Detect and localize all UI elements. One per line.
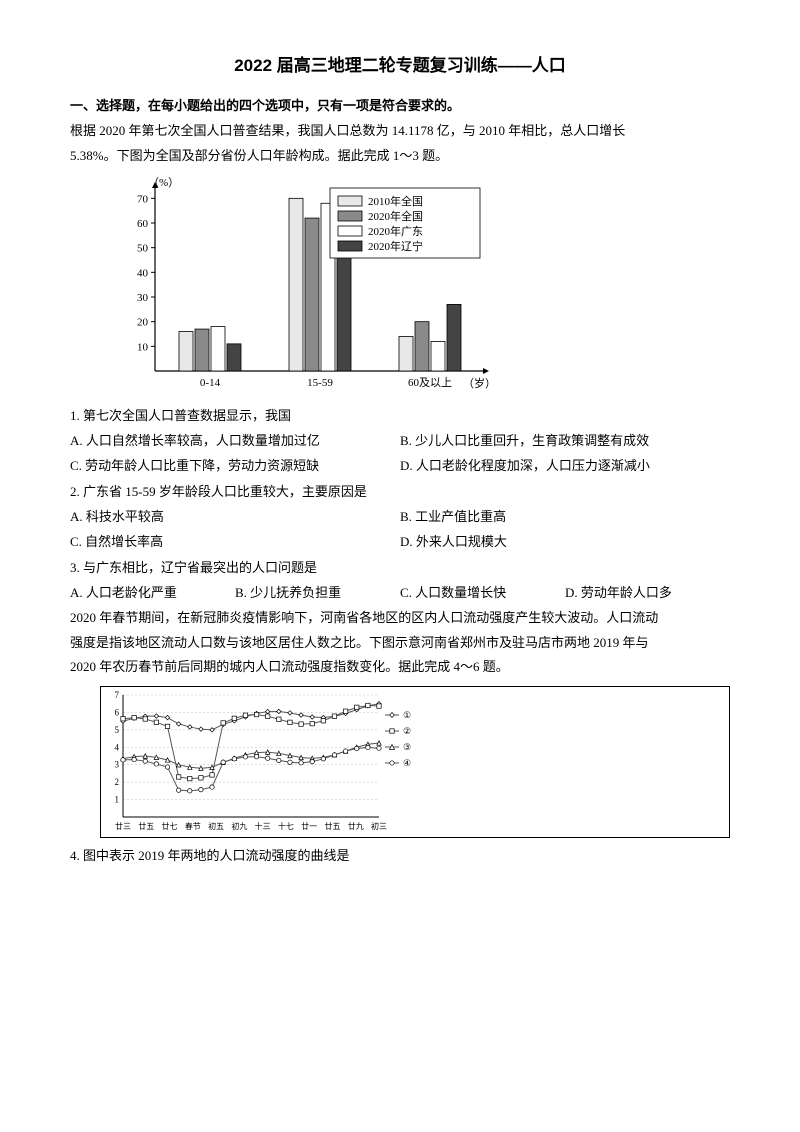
q3-opt-d: D. 劳动年龄人口多 (565, 581, 730, 606)
svg-text:初五: 初五 (208, 821, 224, 831)
svg-text:廿三: 廿三 (115, 821, 131, 831)
svg-text:20: 20 (137, 317, 149, 329)
svg-text:6: 6 (115, 707, 120, 717)
page-title: 2022 届高三地理二轮专题复习训练——人口 (70, 50, 730, 82)
q3-opt-c: C. 人口数量增长快 (400, 581, 565, 606)
svg-text:（岁）: （岁） (463, 376, 490, 390)
intro-text-1b: 5.38%。下图为全国及部分省份人口年龄构成。据此完成 1～3 题。 (70, 144, 730, 169)
svg-text:①: ① (403, 710, 411, 720)
svg-text:10: 10 (137, 342, 149, 354)
svg-text:5: 5 (115, 725, 120, 735)
svg-text:初九: 初九 (231, 821, 247, 831)
svg-text:2020年辽宁: 2020年辽宁 (368, 239, 423, 253)
q2-opt-a: A. 科技水平较高 (70, 505, 400, 530)
q3-stem: 3. 与广东相比，辽宁省最突出的人口问题是 (70, 556, 730, 581)
svg-text:30: 30 (137, 292, 149, 304)
q1-opt-b: B. 少儿人口比重回升，生育政策调整有成效 (400, 429, 730, 454)
section-heading: 一、选择题，在每小题给出的四个选项中，只有一项是符合要求的。 (70, 94, 730, 119)
svg-text:④: ④ (403, 758, 411, 768)
svg-text:十七: 十七 (278, 821, 294, 831)
svg-text:3: 3 (115, 760, 120, 770)
svg-text:②: ② (403, 726, 411, 736)
svg-text:廿七: 廿七 (162, 821, 178, 831)
svg-text:0-14: 0-14 (200, 377, 221, 389)
q2-opt-d: D. 外来人口规模大 (400, 530, 730, 555)
q3-opt-b: B. 少儿抚养负担重 (235, 581, 400, 606)
intro-text-2b: 强度是指该地区流动人口数与该地区居住人数之比。下图示意河南省郑州市及驻马店市两地… (70, 631, 730, 656)
svg-text:7: 7 (115, 690, 120, 700)
q4-stem: 4. 图中表示 2019 年两地的人口流动强度的曲线是 (70, 844, 730, 869)
svg-text:十三: 十三 (255, 821, 271, 831)
svg-text:60: 60 (137, 218, 149, 230)
intro-text-2a: 2020 年春节期间，在新冠肺炎疫情影响下，河南省各地区的区内人口流动强度产生较… (70, 606, 730, 631)
svg-text:2020年广东: 2020年广东 (368, 224, 423, 238)
q3-opt-a: A. 人口老龄化严重 (70, 581, 235, 606)
svg-text:1: 1 (115, 794, 120, 804)
svg-text:2010年全国: 2010年全国 (368, 194, 423, 208)
svg-text:60及以上: 60及以上 (408, 376, 452, 389)
q1-stem: 1. 第七次全国人口普查数据显示，我国 (70, 404, 730, 429)
svg-text:50: 50 (137, 243, 149, 255)
svg-text:廿五: 廿五 (138, 821, 154, 831)
q1-opt-c: C. 劳动年龄人口比重下降，劳动力资源短缺 (70, 454, 400, 479)
intro-text-2c: 2020 年农历春节前后同期的城内人口流动强度指数变化。据此完成 4～6 题。 (70, 655, 730, 680)
bar-chart-age-structure: 10 20 30 40 50 60 70 （%） （岁） 0-14 15-59 60及以上 2010年全… (110, 176, 730, 396)
svg-text:（%）: （%） (148, 176, 179, 189)
svg-text:2: 2 (115, 777, 120, 787)
svg-text:初三: 初三 (371, 821, 387, 831)
svg-text:70: 70 (137, 194, 149, 206)
q2-opt-c: C. 自然增长率高 (70, 530, 400, 555)
line-chart-flow-intensity: 1234567廿三廿五廿七春节初五初九十三十七廿一廿五廿九初三①②③④ (100, 686, 730, 838)
q2-opt-b: B. 工业产值比重高 (400, 505, 730, 530)
svg-text:春节: 春节 (185, 821, 201, 831)
svg-text:③: ③ (403, 742, 411, 752)
svg-text:2020年全国: 2020年全国 (368, 209, 423, 223)
svg-text:廿五: 廿五 (324, 821, 340, 831)
q1-opt-d: D. 人口老龄化程度加深，人口压力逐渐减小 (400, 454, 730, 479)
q2-stem: 2. 广东省 15-59 岁年龄段人口比重较大，主要原因是 (70, 480, 730, 505)
intro-text-1a: 根据 2020 年第七次全国人口普查结果，我国人口总数为 14.1178 亿，与… (70, 119, 730, 144)
svg-text:15-59: 15-59 (307, 377, 333, 389)
svg-text:廿一: 廿一 (301, 821, 317, 831)
svg-text:廿九: 廿九 (348, 821, 364, 831)
q1-opt-a: A. 人口自然增长率较高，人口数量增加过亿 (70, 429, 400, 454)
svg-text:4: 4 (115, 742, 120, 752)
svg-text:40: 40 (137, 268, 149, 280)
